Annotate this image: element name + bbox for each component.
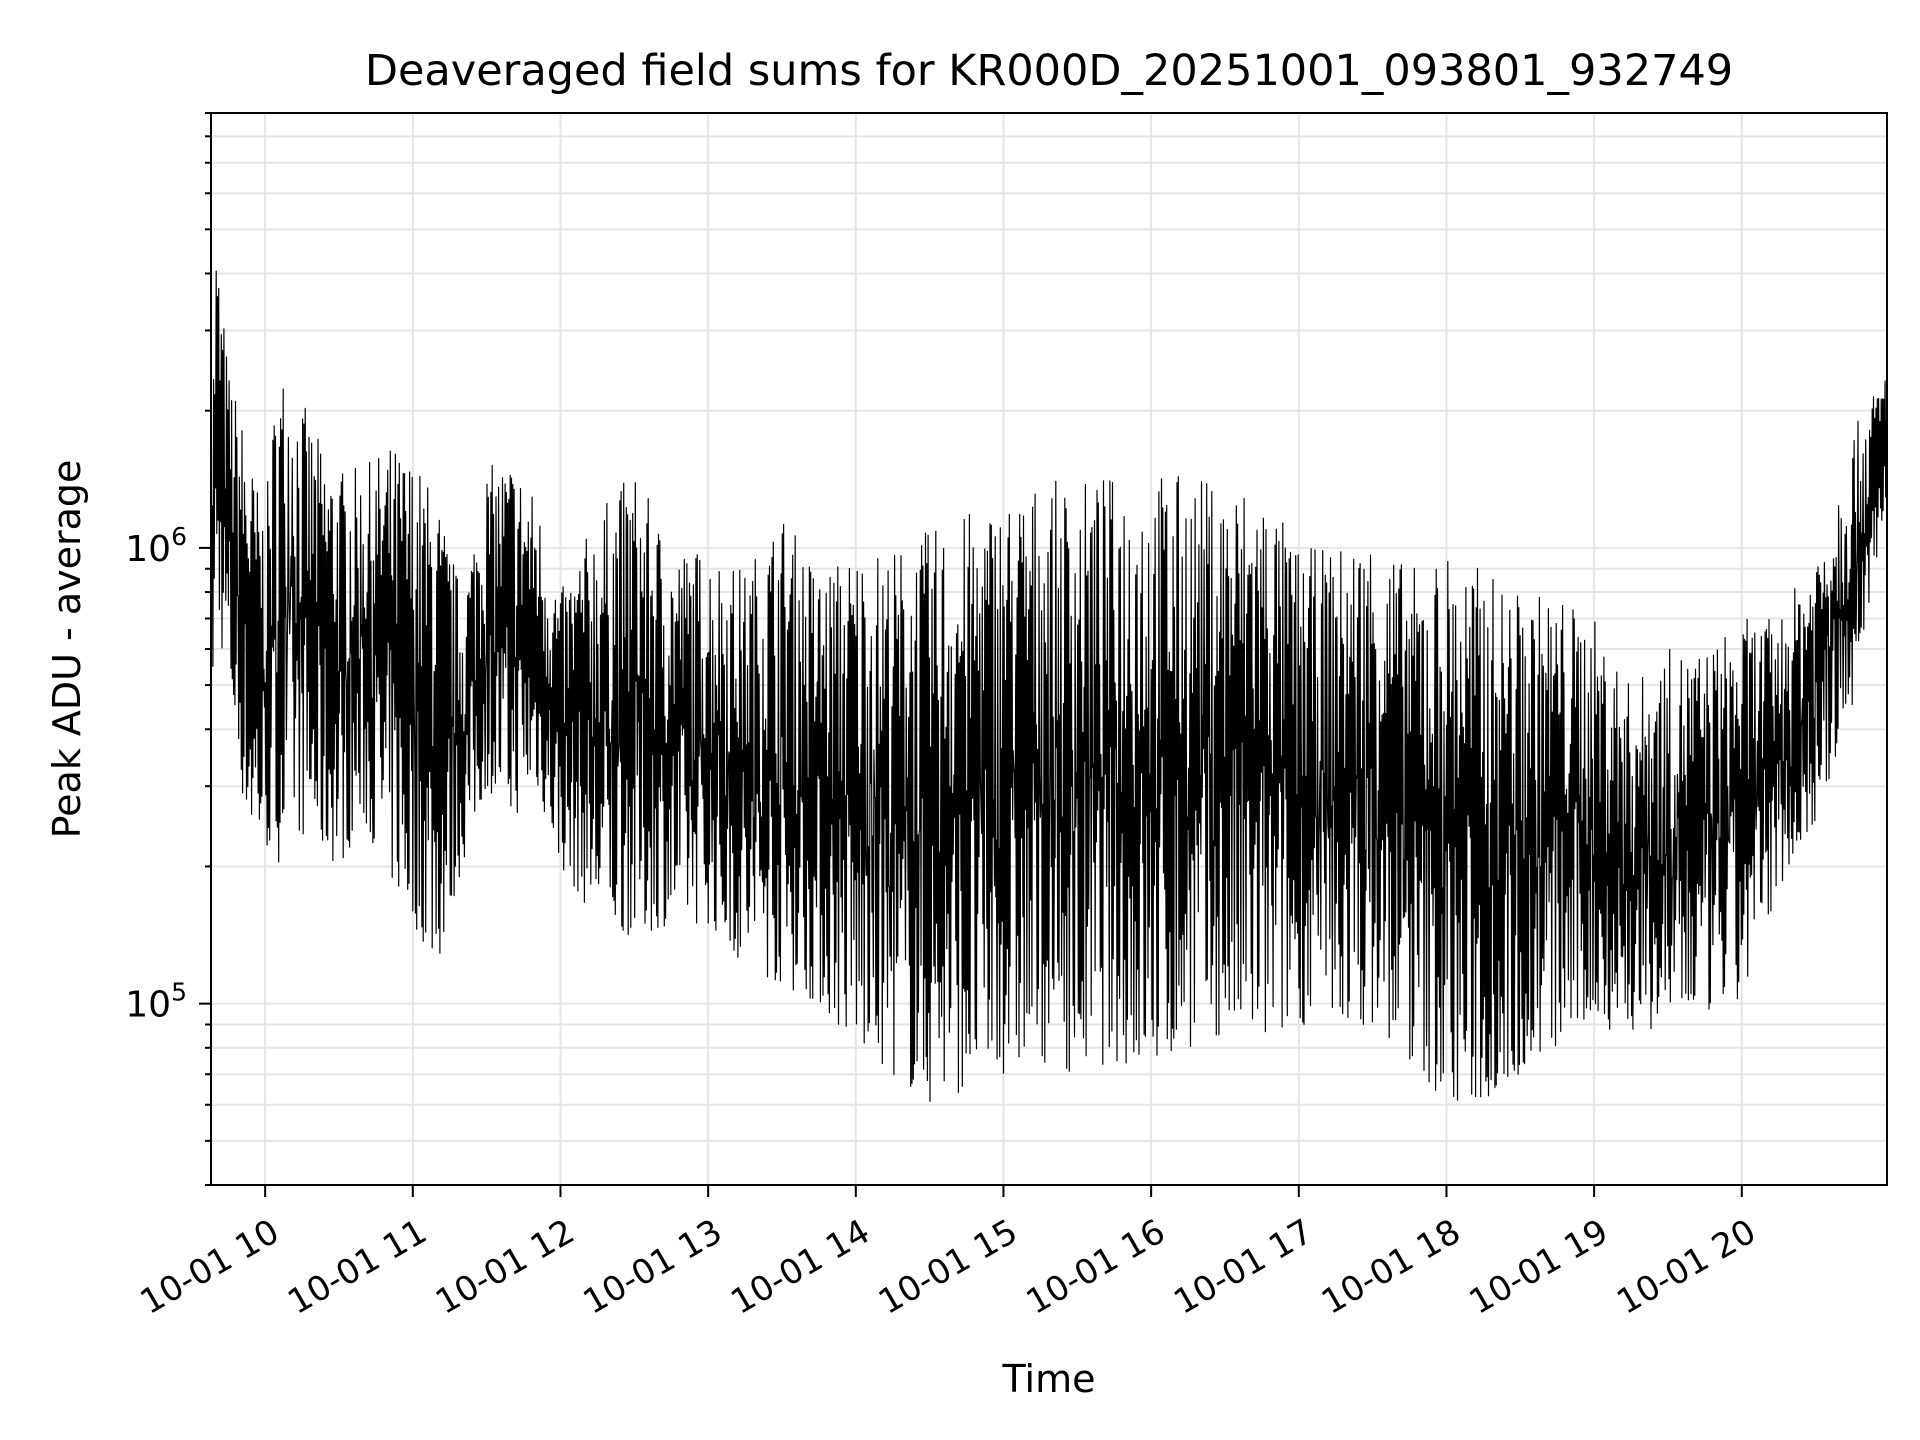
data-line — [210, 270, 1888, 1102]
y-tick-label: 106 — [125, 522, 187, 570]
y-axis: 105 106 — [125, 112, 211, 1186]
series-line — [210, 270, 1888, 1102]
y-tick-label: 105 — [125, 978, 187, 1026]
grid — [211, 112, 1887, 1186]
x-axis-label: Time — [1002, 1357, 1096, 1401]
y-axis-label: Peak ADU - average — [45, 460, 89, 839]
chart-title: Deaveraged field sums for KR000D_2025100… — [365, 46, 1733, 96]
